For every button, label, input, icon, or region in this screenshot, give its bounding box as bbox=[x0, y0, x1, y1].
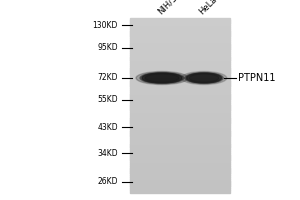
Bar bbox=[130, 94, 230, 97]
Bar bbox=[130, 172, 230, 175]
Bar bbox=[130, 79, 230, 82]
Text: NIH/3T3: NIH/3T3 bbox=[156, 0, 186, 16]
Bar bbox=[130, 55, 230, 58]
Bar bbox=[130, 144, 230, 147]
Ellipse shape bbox=[136, 72, 188, 84]
Bar bbox=[130, 70, 230, 73]
Bar bbox=[130, 51, 230, 53]
Bar bbox=[130, 181, 230, 184]
Bar bbox=[130, 27, 230, 29]
Bar bbox=[130, 129, 230, 132]
Bar bbox=[130, 122, 230, 125]
Ellipse shape bbox=[140, 72, 184, 84]
Bar bbox=[130, 35, 230, 38]
Text: 26KD: 26KD bbox=[98, 178, 118, 186]
Bar bbox=[130, 114, 230, 116]
Bar bbox=[130, 175, 230, 177]
Bar bbox=[130, 112, 230, 114]
Bar bbox=[130, 162, 230, 164]
Text: 43KD: 43KD bbox=[98, 122, 118, 132]
Bar bbox=[130, 125, 230, 127]
Bar bbox=[130, 53, 230, 55]
Text: HeLa: HeLa bbox=[198, 0, 219, 16]
Text: 95KD: 95KD bbox=[98, 44, 118, 52]
Ellipse shape bbox=[145, 74, 179, 82]
Bar bbox=[130, 48, 230, 51]
Bar bbox=[130, 157, 230, 160]
Bar bbox=[130, 120, 230, 123]
Bar bbox=[130, 90, 230, 92]
Bar bbox=[130, 118, 230, 121]
Bar bbox=[130, 59, 230, 62]
Bar bbox=[130, 116, 230, 119]
Bar bbox=[130, 75, 230, 77]
Bar bbox=[130, 188, 230, 190]
Bar bbox=[130, 68, 230, 71]
Bar bbox=[130, 151, 230, 153]
Bar bbox=[130, 133, 230, 136]
Bar bbox=[130, 190, 230, 193]
Bar bbox=[130, 96, 230, 99]
Bar bbox=[130, 153, 230, 156]
Bar bbox=[130, 177, 230, 179]
Bar bbox=[130, 77, 230, 79]
Bar bbox=[130, 107, 230, 110]
Bar bbox=[130, 42, 230, 45]
Bar bbox=[130, 57, 230, 60]
Ellipse shape bbox=[189, 74, 219, 82]
Ellipse shape bbox=[187, 73, 221, 83]
Ellipse shape bbox=[181, 72, 227, 84]
Bar bbox=[130, 131, 230, 134]
Text: 130KD: 130KD bbox=[93, 21, 118, 29]
Text: 34KD: 34KD bbox=[98, 148, 118, 158]
Bar bbox=[130, 22, 230, 25]
Bar bbox=[130, 179, 230, 182]
Bar bbox=[130, 159, 230, 162]
Bar bbox=[130, 29, 230, 32]
Bar bbox=[130, 88, 230, 90]
Bar bbox=[130, 85, 230, 88]
Bar bbox=[130, 18, 230, 21]
Bar bbox=[130, 83, 230, 86]
Ellipse shape bbox=[142, 73, 182, 83]
Bar bbox=[130, 98, 230, 101]
Bar bbox=[130, 46, 230, 49]
Bar bbox=[130, 64, 230, 66]
Bar bbox=[130, 25, 230, 27]
Bar bbox=[130, 105, 230, 108]
Bar bbox=[130, 138, 230, 140]
Bar bbox=[130, 62, 230, 64]
Bar bbox=[130, 183, 230, 186]
Bar bbox=[130, 33, 230, 36]
Bar bbox=[130, 92, 230, 95]
Bar bbox=[130, 38, 230, 40]
Bar bbox=[130, 155, 230, 158]
Text: 72KD: 72KD bbox=[98, 73, 118, 82]
Bar bbox=[130, 72, 230, 75]
Bar bbox=[130, 166, 230, 169]
Bar bbox=[130, 103, 230, 106]
Bar bbox=[130, 140, 230, 142]
Bar bbox=[130, 44, 230, 47]
Bar bbox=[130, 109, 230, 112]
Bar bbox=[130, 148, 230, 151]
Text: 55KD: 55KD bbox=[98, 96, 118, 104]
Bar bbox=[130, 146, 230, 149]
Bar bbox=[130, 101, 230, 103]
Ellipse shape bbox=[185, 72, 223, 84]
Bar bbox=[130, 185, 230, 188]
Bar bbox=[130, 81, 230, 84]
Bar bbox=[130, 164, 230, 166]
Bar bbox=[130, 40, 230, 42]
Bar bbox=[130, 142, 230, 145]
Bar bbox=[130, 170, 230, 173]
Bar bbox=[130, 31, 230, 34]
Bar bbox=[130, 66, 230, 69]
Bar bbox=[130, 20, 230, 23]
Bar bbox=[130, 127, 230, 129]
Bar bbox=[130, 135, 230, 138]
Bar bbox=[130, 168, 230, 171]
Text: PTPN11: PTPN11 bbox=[238, 73, 275, 83]
